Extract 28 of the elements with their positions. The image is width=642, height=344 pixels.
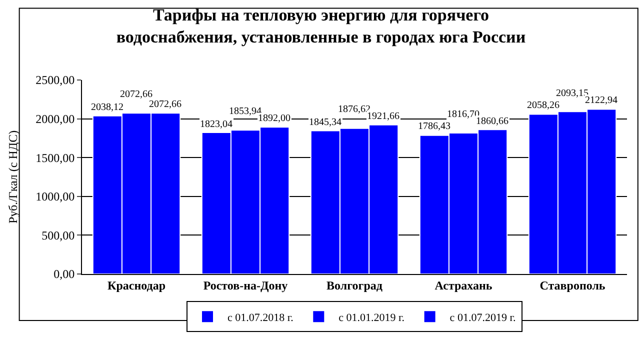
x-tick-label: Краснодар: [107, 278, 166, 292]
x-tick-label: Ставрополь: [540, 278, 606, 292]
data-label: 2058,26: [527, 100, 560, 111]
y-tick-label: 2000,00: [36, 112, 75, 126]
data-label: 2038,12: [91, 102, 124, 113]
data-label: 1845,34: [309, 117, 342, 128]
data-label: 2072,66: [120, 89, 152, 100]
y-tick-label: 2500,00: [36, 73, 75, 88]
x-tick-label: Волгоград: [326, 278, 382, 292]
data-label: 2122,94: [585, 95, 618, 106]
x-tick-label: Ростов-на-Дону: [203, 278, 288, 292]
data-label: 1816,70: [447, 109, 480, 120]
legend-label: с 01.01.2019 г.: [338, 312, 405, 324]
data-label: 1860,66: [476, 116, 508, 127]
legend-label: с 01.07.2018 г.: [228, 312, 294, 324]
data-label: 1823,04: [200, 119, 232, 130]
y-tick-label: 1000,00: [36, 190, 75, 204]
y-tick-label: 0,00: [54, 267, 75, 282]
data-label: 2072,66: [149, 99, 182, 110]
y-axis-title: Руб./Гкал (с НДС): [6, 130, 20, 224]
chart-title: Тарифы на тепловую энергию для горячего водоснабжения, установленные в городах юга России: [116, 6, 526, 47]
y-tick-label: 1500,00: [36, 150, 75, 165]
legend-label: с 01.07.2019 г.: [450, 312, 516, 324]
y-tick-label: 500,00: [42, 228, 75, 242]
data-label: 1892,00: [258, 113, 290, 124]
data-label: 1786,43: [418, 121, 450, 132]
data-label: 1921,66: [367, 111, 400, 122]
x-tick-label: Астрахань: [434, 278, 493, 292]
